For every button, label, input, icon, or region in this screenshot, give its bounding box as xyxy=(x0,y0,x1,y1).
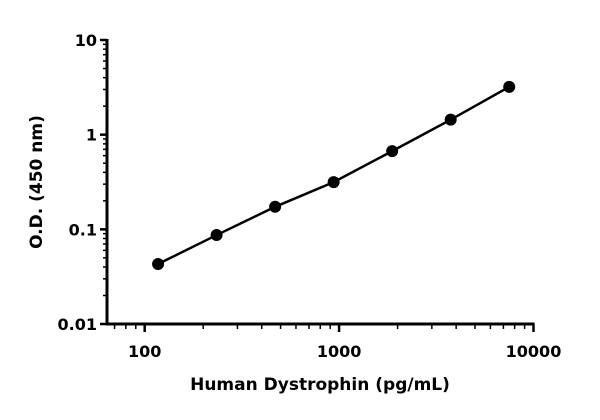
data-point xyxy=(503,80,516,93)
data-point xyxy=(444,113,457,126)
x-tick-label: 1000 xyxy=(317,342,362,361)
y-tick-label: 0.01 xyxy=(58,315,97,334)
data-point xyxy=(327,176,340,189)
x-tick-label: 100 xyxy=(128,342,161,361)
fit-curve xyxy=(157,85,510,266)
y-tick-label: 1 xyxy=(86,126,97,145)
data-point xyxy=(210,229,223,242)
data-point xyxy=(269,200,282,213)
y-tick-label: 10 xyxy=(75,31,97,50)
axes xyxy=(105,39,535,326)
x-axis-label: Human Dystrophin (pg/mL) xyxy=(190,375,450,395)
data-point xyxy=(152,258,165,271)
series xyxy=(152,80,516,271)
y-tick-label: 0.1 xyxy=(69,220,97,239)
x-tick-label: 10000 xyxy=(506,342,562,361)
ticks: 0.01 0.1 1 10 100 1000 10000 xyxy=(58,31,562,361)
y-axis-label: O.D. (450 nm) xyxy=(27,115,47,249)
data-point xyxy=(386,145,399,158)
